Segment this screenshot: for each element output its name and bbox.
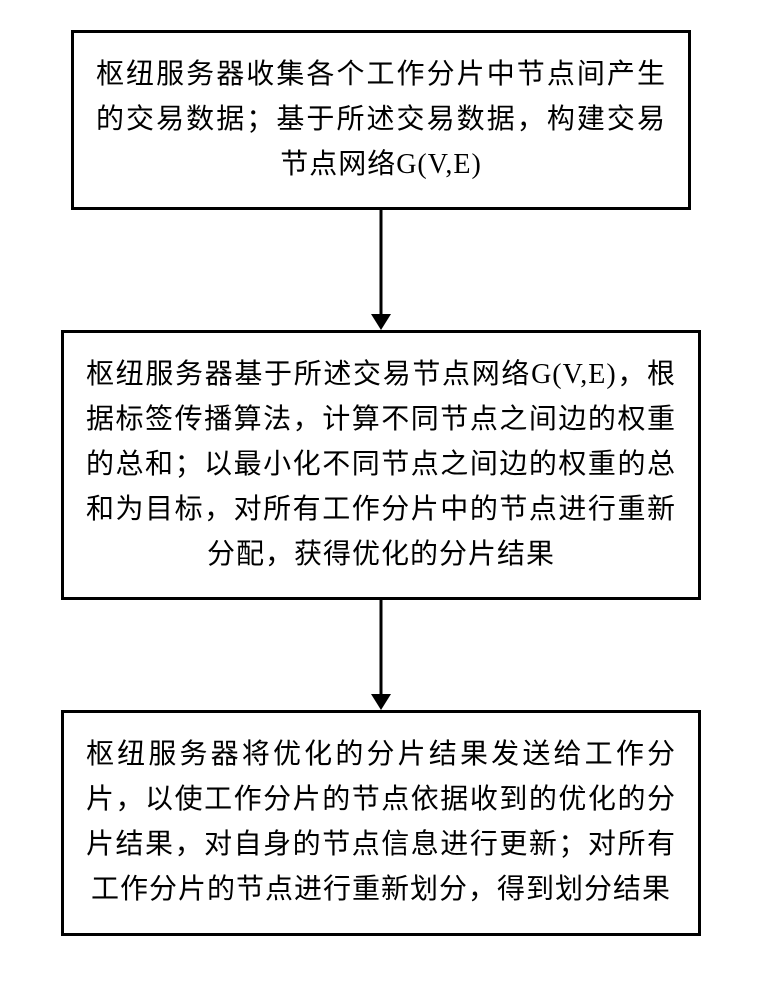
flowchart-node-text: 枢纽服务器将优化的分片结果发送给工作分片，以使工作分片的节点依据收到的优化的分片… <box>86 733 676 912</box>
arrow-down-icon <box>366 210 396 330</box>
flowchart-node-step1: 枢纽服务器收集各个工作分片中节点间产生的交易数据；基于所述交易数据，构建交易节点… <box>71 30 691 210</box>
arrow-down-icon <box>366 600 396 710</box>
flowchart-node-step2: 枢纽服务器基于所述交易节点网络G(V,E)，根据标签传播算法，计算不同节点之间边… <box>61 330 701 600</box>
flowchart-node-text: 枢纽服务器基于所述交易节点网络G(V,E)，根据标签传播算法，计算不同节点之间边… <box>86 353 676 577</box>
flowchart-container: 枢纽服务器收集各个工作分片中节点间产生的交易数据；基于所述交易数据，构建交易节点… <box>0 0 762 1000</box>
flowchart-node-text: 枢纽服务器收集各个工作分片中节点间产生的交易数据；基于所述交易数据，构建交易节点… <box>96 53 666 187</box>
flowchart-node-step3: 枢纽服务器将优化的分片结果发送给工作分片，以使工作分片的节点依据收到的优化的分片… <box>61 710 701 935</box>
flowchart-arrow-2 <box>0 600 762 710</box>
flowchart-arrow-1 <box>0 210 762 330</box>
